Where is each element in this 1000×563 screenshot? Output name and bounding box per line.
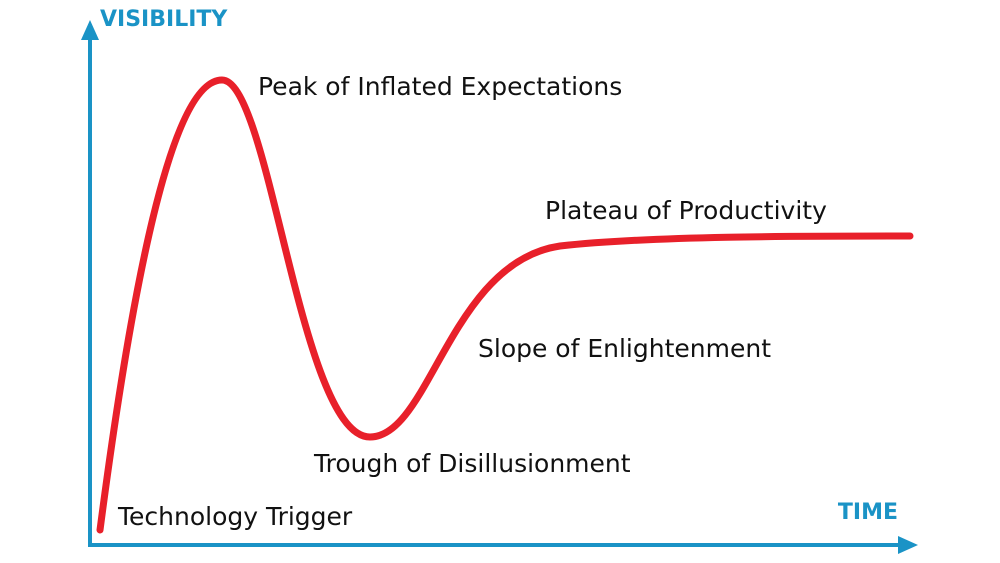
phase-label: Plateau of Productivity (545, 196, 827, 225)
y-axis-arrow (81, 20, 99, 40)
x-axis-label: TIME (838, 500, 898, 525)
x-axis-arrow (898, 536, 918, 554)
phase-label: Peak of Inflated Expectations (258, 72, 622, 101)
hype-curve (96, 76, 914, 534)
y-axis-label: VISIBILITY (100, 7, 228, 32)
phase-label: Slope of Enlightenment (478, 334, 771, 363)
phase-label: Trough of Disillusionment (313, 449, 631, 478)
phase-label: Technology Trigger (117, 502, 353, 531)
